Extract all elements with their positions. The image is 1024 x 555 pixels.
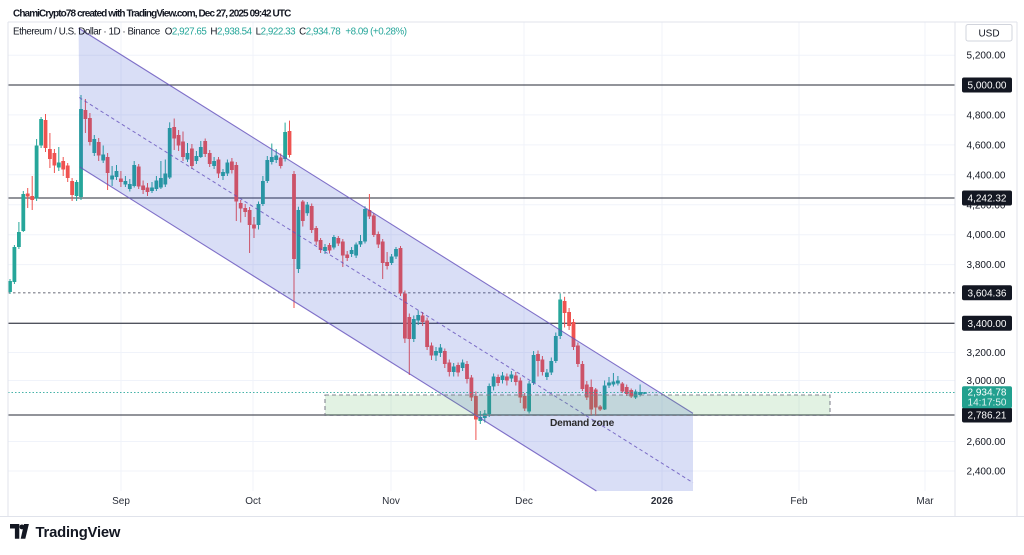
svg-text:3,400.00: 3,400.00	[968, 319, 1007, 330]
svg-text:2,600.00: 2,600.00	[967, 437, 1006, 448]
svg-text:5,000.00: 5,000.00	[968, 81, 1007, 92]
svg-text:Nov: Nov	[382, 496, 400, 507]
svg-text:2,786.21: 2,786.21	[968, 411, 1007, 422]
svg-text:Dec: Dec	[515, 496, 533, 507]
svg-text:Demand zone: Demand zone	[550, 418, 615, 429]
svg-text:TradingView: TradingView	[36, 525, 121, 541]
svg-text:4,200.00: 4,200.00	[967, 200, 1006, 211]
svg-text:2,934.78: 2,934.78	[968, 387, 1007, 398]
svg-text:4,242.32: 4,242.32	[968, 194, 1007, 205]
svg-text:2026: 2026	[651, 496, 674, 507]
svg-text:Oct: Oct	[245, 496, 261, 507]
svg-text:3,000.00: 3,000.00	[967, 376, 1006, 387]
svg-text:USD: USD	[978, 29, 999, 40]
svg-text:14:17:50: 14:17:50	[968, 397, 1007, 408]
svg-text:Sep: Sep	[112, 496, 130, 507]
svg-text:4,600.00: 4,600.00	[967, 140, 1006, 151]
svg-text:4,400.00: 4,400.00	[967, 170, 1006, 181]
svg-text:3,604.36: 3,604.36	[968, 288, 1007, 299]
svg-text:4,800.00: 4,800.00	[967, 110, 1006, 121]
svg-text:3,800.00: 3,800.00	[967, 260, 1006, 271]
svg-text:Feb: Feb	[790, 496, 808, 507]
svg-text:3,200.00: 3,200.00	[967, 348, 1006, 359]
svg-text:ChamiCrypto78 created with Tra: ChamiCrypto78 created with TradingView.c…	[13, 9, 291, 20]
svg-text:5,200.00: 5,200.00	[967, 51, 1006, 62]
svg-text:4,000.00: 4,000.00	[967, 230, 1006, 241]
svg-text:2,400.00: 2,400.00	[967, 467, 1006, 478]
svg-text:Ethereum / U.S. Dollar · 1D ·: Ethereum / U.S. Dollar · 1D · Binance O2,…	[13, 27, 407, 38]
svg-text:Mar: Mar	[916, 496, 934, 507]
